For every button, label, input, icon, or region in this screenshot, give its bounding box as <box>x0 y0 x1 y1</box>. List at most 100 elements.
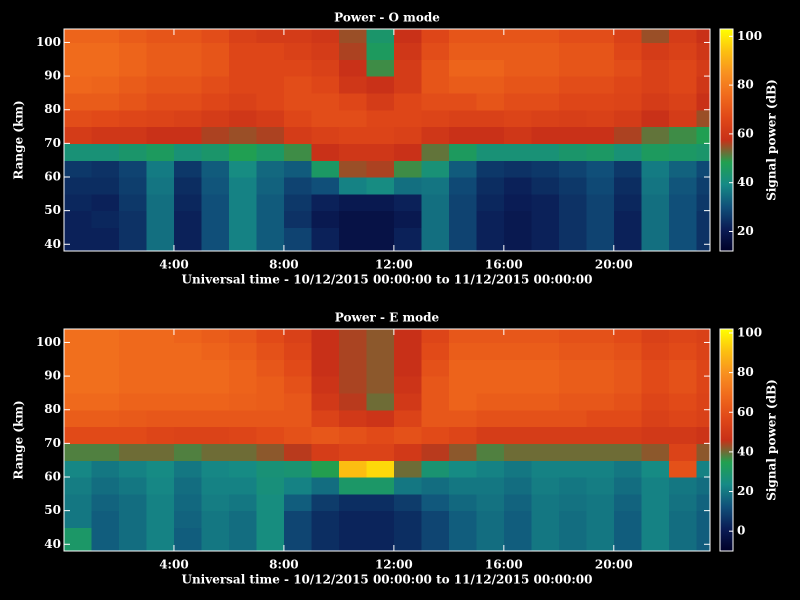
heatmap-cell <box>146 177 175 195</box>
heatmap-cell <box>558 359 587 377</box>
heatmap-cell <box>366 193 395 212</box>
heatmap-cell <box>531 29 560 44</box>
heatmap-cell <box>393 329 422 344</box>
heatmap-cell <box>613 329 642 344</box>
heatmap-cell <box>476 42 505 60</box>
heatmap-cell <box>256 109 285 128</box>
heatmap-cell <box>448 409 477 428</box>
heatmap-cell <box>613 460 642 478</box>
heatmap-cell <box>393 493 422 512</box>
heatmap-cell <box>613 510 642 529</box>
heatmap-cell <box>586 460 615 478</box>
heatmap-cell <box>311 460 340 478</box>
heatmap-cell <box>503 376 532 394</box>
heatmap-cell <box>201 409 230 428</box>
heatmap-cell <box>173 177 203 195</box>
heatmap-cell <box>338 510 367 529</box>
heatmap-cell <box>283 92 313 111</box>
heatmap-cell <box>146 409 175 428</box>
colorbar-tick-label: 80 <box>737 365 754 379</box>
heatmap-cell <box>448 527 477 552</box>
heatmap-cell <box>64 42 93 60</box>
heatmap-cell <box>91 460 120 478</box>
heatmap-cell <box>64 443 93 461</box>
y-tick-label: 80 <box>44 402 61 416</box>
heatmap-cell <box>531 59 560 77</box>
heatmap-cell <box>173 376 203 394</box>
heatmap-cell <box>448 160 477 178</box>
heatmap-cell <box>118 376 148 394</box>
heatmap-cell <box>476 210 505 229</box>
heatmap-cell <box>118 493 148 512</box>
heatmap-cell <box>283 493 313 512</box>
heatmap-cell <box>118 527 148 552</box>
heatmap-cell <box>558 409 587 428</box>
heatmap-cell <box>311 59 340 77</box>
heatmap-cell <box>228 460 258 478</box>
colorbar-tick-label: 40 <box>737 175 754 189</box>
heatmap-cell <box>91 59 120 77</box>
heatmap-cell <box>531 493 560 512</box>
heatmap-cell <box>641 227 670 252</box>
chart-title: Power - O mode <box>334 11 440 25</box>
heatmap-cell <box>256 359 285 377</box>
heatmap-cell <box>118 177 148 195</box>
heatmap-cell <box>448 59 477 77</box>
heatmap-cell <box>696 109 711 128</box>
heatmap-cell <box>366 392 395 411</box>
heatmap-cell <box>613 193 642 212</box>
heatmap-cell <box>146 126 175 144</box>
heatmap-cell <box>641 409 670 428</box>
heatmap-cell <box>668 160 697 178</box>
heatmap-cell <box>558 493 587 512</box>
heatmap-cell <box>613 359 642 377</box>
heatmap-cell <box>421 42 450 60</box>
heatmap-cell <box>338 193 367 212</box>
heatmap-cell <box>311 126 340 144</box>
x-tick-label: 8:00 <box>269 558 298 572</box>
heatmap-cell <box>448 493 477 512</box>
heatmap-cell <box>668 359 697 377</box>
heatmap-cell <box>476 409 505 428</box>
heatmap-cell <box>201 493 230 512</box>
heatmap-cell <box>668 227 697 252</box>
heatmap-cell <box>146 92 175 111</box>
heatmap-cell <box>421 493 450 512</box>
heatmap-cell <box>558 143 587 161</box>
heatmap-cell <box>173 126 203 144</box>
heatmap-cell <box>283 160 313 178</box>
heatmap-cell <box>256 177 285 195</box>
heatmap-cell <box>696 92 711 111</box>
heatmap-cell <box>503 426 532 444</box>
colorbar-label: Signal power (dB) <box>765 379 779 501</box>
heatmap-cell <box>146 443 175 461</box>
heatmap-cell <box>558 177 587 195</box>
heatmap-cell <box>91 92 120 111</box>
heatmap-cell <box>586 210 615 229</box>
heatmap-cell <box>173 42 203 60</box>
heatmap-cell <box>668 443 697 461</box>
heatmap-cell <box>393 109 422 128</box>
x-tick-label: 4:00 <box>159 258 188 272</box>
heatmap-cell <box>338 493 367 512</box>
heatmap-cell <box>283 76 313 94</box>
heatmap-cell <box>448 510 477 529</box>
heatmap-cell <box>613 392 642 411</box>
heatmap-cell <box>118 342 148 360</box>
heatmap-cell <box>668 109 697 128</box>
heatmap-cell <box>696 460 711 478</box>
heatmap-cell <box>173 460 203 478</box>
heatmap-cell <box>668 392 697 411</box>
heatmap-cell <box>696 210 711 229</box>
heatmap-cell <box>448 342 477 360</box>
heatmap-cell <box>696 342 711 360</box>
heatmap-cell <box>476 477 505 495</box>
heatmap-cell <box>421 392 450 411</box>
heatmap-cell <box>448 227 477 252</box>
heatmap-cell <box>283 510 313 529</box>
heatmap-cell <box>146 193 175 212</box>
heatmap-cell <box>613 59 642 77</box>
heatmap-cell <box>668 42 697 60</box>
heatmap-cell <box>256 376 285 394</box>
